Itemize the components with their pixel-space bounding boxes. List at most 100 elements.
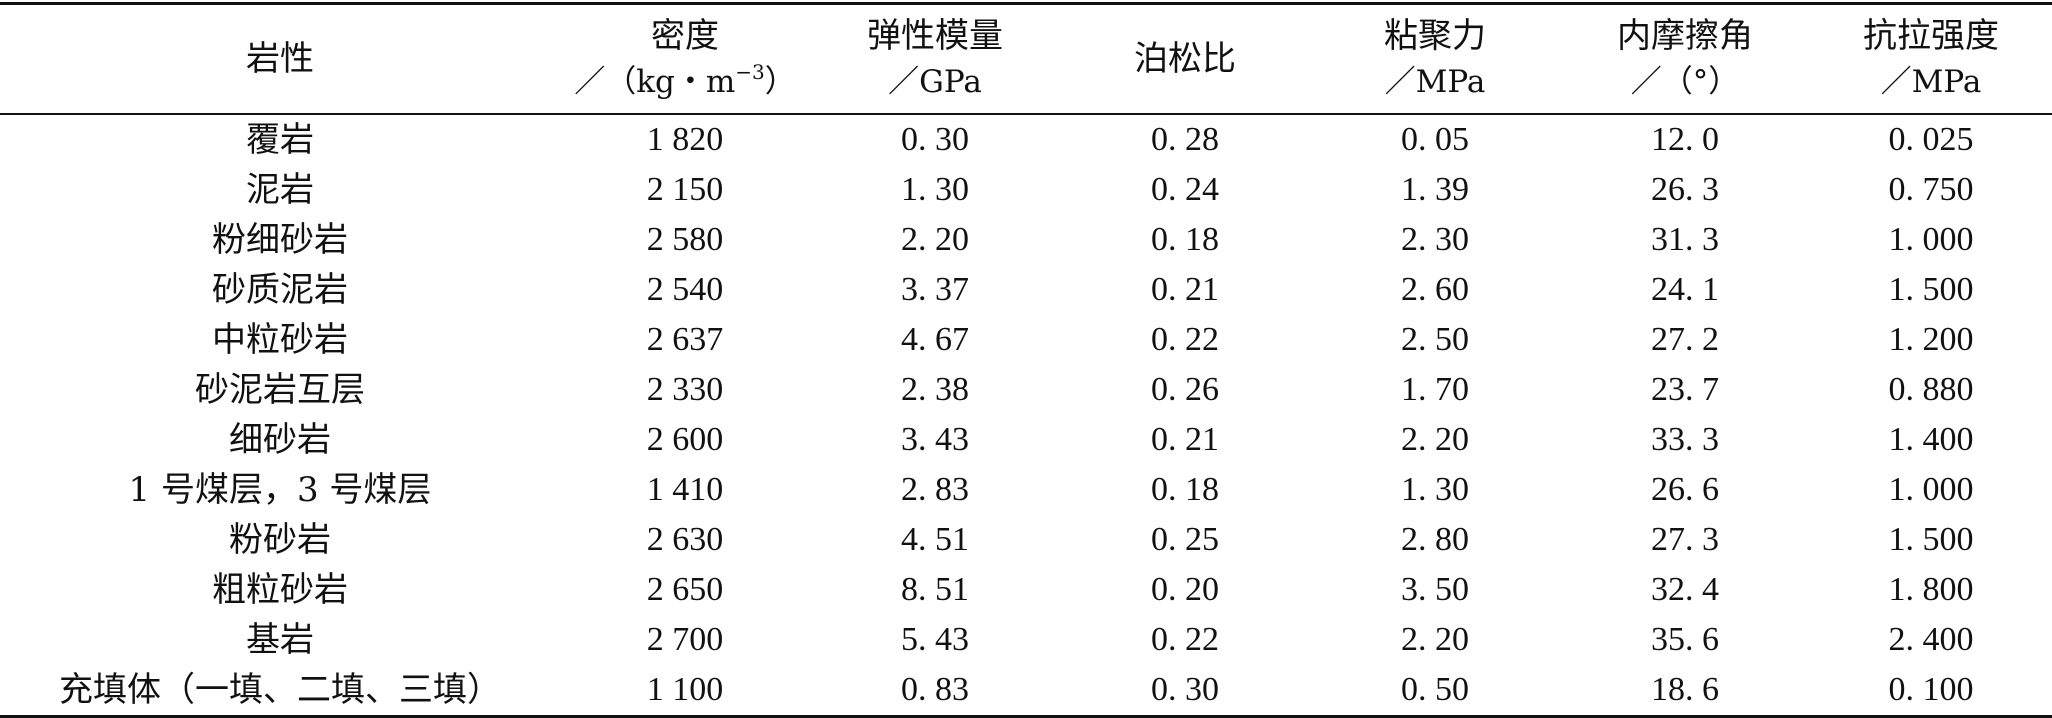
cell-friction-angle: 35. 6 bbox=[1651, 621, 1719, 658]
header-label: 密度 bbox=[651, 16, 719, 56]
cell-poisson-ratio: 0. 18 bbox=[1151, 471, 1219, 508]
cell-tensile-strength: 0. 025 bbox=[1888, 121, 1974, 158]
cell-tensile-strength: 0. 100 bbox=[1810, 665, 2052, 718]
cell-tensile-strength: 1. 000 bbox=[1888, 471, 1974, 508]
cell-tensile-strength: 0. 750 bbox=[1888, 171, 1974, 208]
header-cohesion: 粘聚力 ／MPa bbox=[1310, 2, 1560, 115]
header-unit-text: ／（kg・m bbox=[574, 64, 736, 100]
cell-poisson-ratio: 0. 26 bbox=[1151, 371, 1219, 408]
cell-lithology: 泥岩 bbox=[246, 170, 314, 210]
cell-density: 2 630 bbox=[646, 521, 724, 558]
header-label: 抗拉强度 bbox=[1863, 16, 1999, 56]
cell-friction-angle: 23. 7 bbox=[1651, 371, 1719, 408]
header-label: 粘聚力 bbox=[1384, 16, 1486, 56]
cell-density: 2 637 bbox=[646, 321, 724, 358]
cell-density: 2 150 bbox=[646, 171, 724, 208]
cell-lithology: 中粒砂岩 bbox=[212, 320, 348, 360]
cell-poisson-ratio: 0. 18 bbox=[1151, 221, 1219, 258]
cell-poisson-ratio: 0. 28 bbox=[1151, 121, 1219, 158]
cell-poisson-ratio: 0. 22 bbox=[1151, 321, 1219, 358]
header-density: 密度 ／（kg・m−3） bbox=[560, 2, 810, 115]
cell-poisson-ratio: 0. 24 bbox=[1151, 171, 1219, 208]
cell-elastic-modulus: 4. 51 bbox=[901, 521, 969, 558]
header-unit-close: ） bbox=[764, 64, 796, 100]
header-unit-exponent: −3 bbox=[735, 60, 765, 84]
cell-elastic-modulus: 3. 37 bbox=[901, 271, 969, 308]
cell-cohesion: 0. 05 bbox=[1401, 121, 1469, 158]
cell-density: 2 650 bbox=[646, 571, 724, 608]
cell-friction-angle: 18. 6 bbox=[1560, 665, 1810, 718]
cell-elastic-modulus: 1. 30 bbox=[901, 171, 969, 208]
table-row: 砂质泥岩 2 540 3. 37 0. 21 2. 60 24. 1 1. 50… bbox=[0, 265, 2052, 315]
cell-elastic-modulus: 0. 83 bbox=[810, 665, 1060, 718]
cell-friction-angle: 12. 0 bbox=[1651, 121, 1719, 158]
cell-elastic-modulus: 5. 43 bbox=[901, 621, 969, 658]
cell-density: 2 540 bbox=[646, 271, 724, 308]
header-friction-angle: 内摩擦角 ／（°） bbox=[1560, 2, 1810, 115]
cell-lithology: 覆岩 bbox=[246, 120, 314, 160]
cell-cohesion: 2. 80 bbox=[1401, 521, 1469, 558]
table-header-row: 岩性 密度 ／（kg・m−3） 弹性模量 ／GPa 泊松比 粘聚力 ／MPa bbox=[0, 2, 2052, 115]
cell-elastic-modulus: 4. 67 bbox=[901, 321, 969, 358]
cell-cohesion: 3. 50 bbox=[1401, 571, 1469, 608]
cell-cohesion: 1. 30 bbox=[1401, 471, 1469, 508]
cell-tensile-strength: 2. 400 bbox=[1888, 621, 1974, 658]
cell-cohesion: 0. 50 bbox=[1310, 665, 1560, 718]
table-row: 细砂岩 2 600 3. 43 0. 21 2. 20 33. 3 1. 400 bbox=[0, 415, 2052, 465]
header-unit: ／GPa bbox=[888, 64, 982, 100]
cell-density: 2 700 bbox=[646, 621, 724, 658]
cell-tensile-strength: 1. 500 bbox=[1888, 521, 1974, 558]
cell-elastic-modulus: 2. 20 bbox=[901, 221, 969, 258]
cell-cohesion: 1. 39 bbox=[1401, 171, 1469, 208]
table-row: 粗粒砂岩 2 650 8. 51 0. 20 3. 50 32. 4 1. 80… bbox=[0, 565, 2052, 615]
cell-elastic-modulus: 3. 43 bbox=[901, 421, 969, 458]
cell-poisson-ratio: 0. 20 bbox=[1151, 571, 1219, 608]
cell-lithology: 粉细砂岩 bbox=[212, 220, 348, 260]
cell-lithology: 充填体（一填、二填、三填） bbox=[0, 665, 560, 718]
cell-elastic-modulus: 2. 38 bbox=[901, 371, 969, 408]
header-unit: ／MPa bbox=[1384, 64, 1486, 100]
cell-tensile-strength: 1. 000 bbox=[1888, 221, 1974, 258]
header-unit: ／MPa bbox=[1880, 64, 1982, 100]
cell-cohesion: 2. 30 bbox=[1401, 221, 1469, 258]
cell-cohesion: 1. 70 bbox=[1401, 371, 1469, 408]
header-unit: ／（kg・m−3） bbox=[560, 59, 810, 105]
header-label: 弹性模量 bbox=[867, 16, 1003, 56]
cell-friction-angle: 24. 1 bbox=[1651, 271, 1719, 308]
header-poisson-ratio: 泊松比 bbox=[1060, 2, 1310, 115]
cell-poisson-ratio: 0. 21 bbox=[1151, 271, 1219, 308]
cell-tensile-strength: 1. 500 bbox=[1888, 271, 1974, 308]
header-label: 内摩擦角 bbox=[1617, 16, 1753, 56]
table-row: 覆岩 1 820 0. 30 0. 28 0. 05 12. 0 0. 025 bbox=[0, 114, 2052, 165]
cell-density: 1 410 bbox=[646, 471, 724, 508]
cell-lithology: 1 号煤层，3 号煤层 bbox=[128, 470, 432, 510]
cell-friction-angle: 31. 3 bbox=[1651, 221, 1719, 258]
cell-friction-angle: 33. 3 bbox=[1651, 421, 1719, 458]
cell-lithology: 粗粒砂岩 bbox=[212, 570, 348, 610]
cell-tensile-strength: 1. 200 bbox=[1888, 321, 1974, 358]
header-unit: ／（°） bbox=[1630, 64, 1740, 100]
table-row: 充填体（一填、二填、三填） 1 100 0. 83 0. 30 0. 50 18… bbox=[0, 665, 2052, 718]
table-row: 1 号煤层，3 号煤层 1 410 2. 83 0. 18 1. 30 26. … bbox=[0, 465, 2052, 515]
cell-density: 1 100 bbox=[560, 665, 810, 718]
cell-poisson-ratio: 0. 25 bbox=[1151, 521, 1219, 558]
cell-friction-angle: 32. 4 bbox=[1651, 571, 1719, 608]
cell-poisson-ratio: 0. 21 bbox=[1151, 421, 1219, 458]
cell-friction-angle: 27. 3 bbox=[1651, 521, 1719, 558]
cell-poisson-ratio: 0. 22 bbox=[1151, 621, 1219, 658]
cell-density: 2 580 bbox=[646, 221, 724, 258]
cell-cohesion: 2. 60 bbox=[1401, 271, 1469, 308]
cell-elastic-modulus: 8. 51 bbox=[901, 571, 969, 608]
cell-elastic-modulus: 2. 83 bbox=[901, 471, 969, 508]
cell-poisson-ratio: 0. 30 bbox=[1060, 665, 1310, 718]
cell-lithology: 粉砂岩 bbox=[229, 520, 331, 560]
header-lithology: 岩性 bbox=[0, 2, 560, 115]
cell-friction-angle: 27. 2 bbox=[1651, 321, 1719, 358]
table-row: 泥岩 2 150 1. 30 0. 24 1. 39 26. 3 0. 750 bbox=[0, 165, 2052, 215]
table-row: 砂泥岩互层 2 330 2. 38 0. 26 1. 70 23. 7 0. 8… bbox=[0, 365, 2052, 415]
cell-tensile-strength: 1. 400 bbox=[1888, 421, 1974, 458]
cell-cohesion: 2. 20 bbox=[1401, 621, 1469, 658]
cell-friction-angle: 26. 3 bbox=[1651, 171, 1719, 208]
cell-elastic-modulus: 0. 30 bbox=[901, 121, 969, 158]
